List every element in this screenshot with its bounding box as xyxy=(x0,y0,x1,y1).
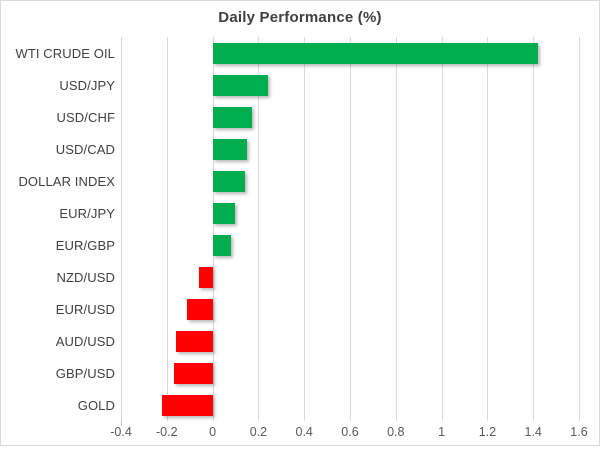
x-tick-label: 1.2 xyxy=(478,425,497,439)
gridline xyxy=(258,37,260,421)
bar-dollar-index xyxy=(212,170,245,192)
category-label: USD/CAD xyxy=(55,141,115,157)
x-tick-label: -0.2 xyxy=(156,425,178,439)
gridline xyxy=(395,37,397,421)
x-tick-label: 0.2 xyxy=(249,425,268,439)
gridline xyxy=(166,37,168,421)
gridline xyxy=(212,37,214,421)
x-tick-label: 0.4 xyxy=(295,425,313,439)
category-label: EUR/JPY xyxy=(59,205,115,221)
bar-gold xyxy=(162,394,213,416)
category-label: USD/JPY xyxy=(59,77,115,93)
axis-edge-tick xyxy=(121,421,122,426)
x-tick-label: 1.4 xyxy=(524,425,542,439)
bar-wti-crude-oil xyxy=(212,42,538,64)
bar-usd-jpy xyxy=(212,74,268,96)
category-label: AUD/USD xyxy=(55,333,115,349)
bar-gbp-usd xyxy=(173,362,213,384)
category-label: GBP/USD xyxy=(55,365,115,381)
category-label: EUR/USD xyxy=(55,301,115,317)
bar-aud-usd xyxy=(175,330,213,352)
x-tick-label: 1 xyxy=(438,425,446,439)
gridline xyxy=(487,37,489,421)
bar-eur-gbp xyxy=(212,234,231,256)
bar-usd-cad xyxy=(212,138,247,160)
gridline xyxy=(441,37,443,421)
category-axis: WTI CRUDE OIL USD/JPY USD/CHF USD/CAD DOLLAR… xyxy=(1,37,115,421)
x-tick-label: 0.8 xyxy=(387,425,405,439)
bar-nzd-usd xyxy=(198,266,213,288)
category-label: USD/CHF xyxy=(56,109,115,125)
value-axis: -0.4 -0.2 0 0.2 0.4 0.6 0.8 1 1.2 1.4 1.6 xyxy=(110,425,587,441)
x-tick-label: 0.6 xyxy=(341,425,359,439)
category-label: DOLLAR INDEX xyxy=(18,173,115,189)
x-tick-label: 1.6 xyxy=(570,425,588,439)
x-tick-label: 0 xyxy=(209,425,217,439)
bar-eur-jpy xyxy=(212,202,236,224)
category-label: NZD/USD xyxy=(56,269,115,285)
category-label: WTI CRUDE OIL xyxy=(15,45,115,61)
gridline xyxy=(304,37,306,421)
gridline xyxy=(579,37,580,421)
plot-area xyxy=(121,37,580,421)
bar-usd-chf xyxy=(212,106,252,128)
category-label: GOLD xyxy=(77,397,115,413)
category-label: EUR/GBP xyxy=(55,237,115,253)
gridline xyxy=(121,37,122,421)
chart-title: Daily Performance (%) xyxy=(218,9,382,26)
x-tick-label: -0.4 xyxy=(110,425,132,439)
gridline xyxy=(533,37,535,421)
gridline xyxy=(350,37,351,421)
bar-eur-usd xyxy=(187,298,213,320)
